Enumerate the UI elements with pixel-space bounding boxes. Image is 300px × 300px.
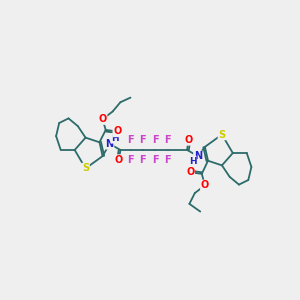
Text: O: O — [115, 155, 123, 165]
Text: O: O — [98, 114, 107, 124]
Text: F: F — [164, 155, 171, 165]
Text: O: O — [184, 135, 193, 145]
Text: N: N — [106, 139, 114, 149]
Text: S: S — [82, 164, 89, 173]
Text: F: F — [127, 135, 134, 145]
Text: O: O — [186, 167, 194, 177]
Text: H: H — [189, 157, 196, 166]
Text: F: F — [164, 135, 171, 145]
Text: H: H — [111, 134, 119, 143]
Text: F: F — [140, 155, 146, 165]
Text: O: O — [201, 180, 209, 190]
Text: O: O — [113, 127, 122, 136]
Text: F: F — [152, 135, 159, 145]
Text: F: F — [140, 135, 146, 145]
Text: F: F — [152, 155, 159, 165]
Text: N: N — [194, 151, 202, 161]
Text: S: S — [218, 130, 226, 140]
Text: F: F — [127, 155, 134, 165]
